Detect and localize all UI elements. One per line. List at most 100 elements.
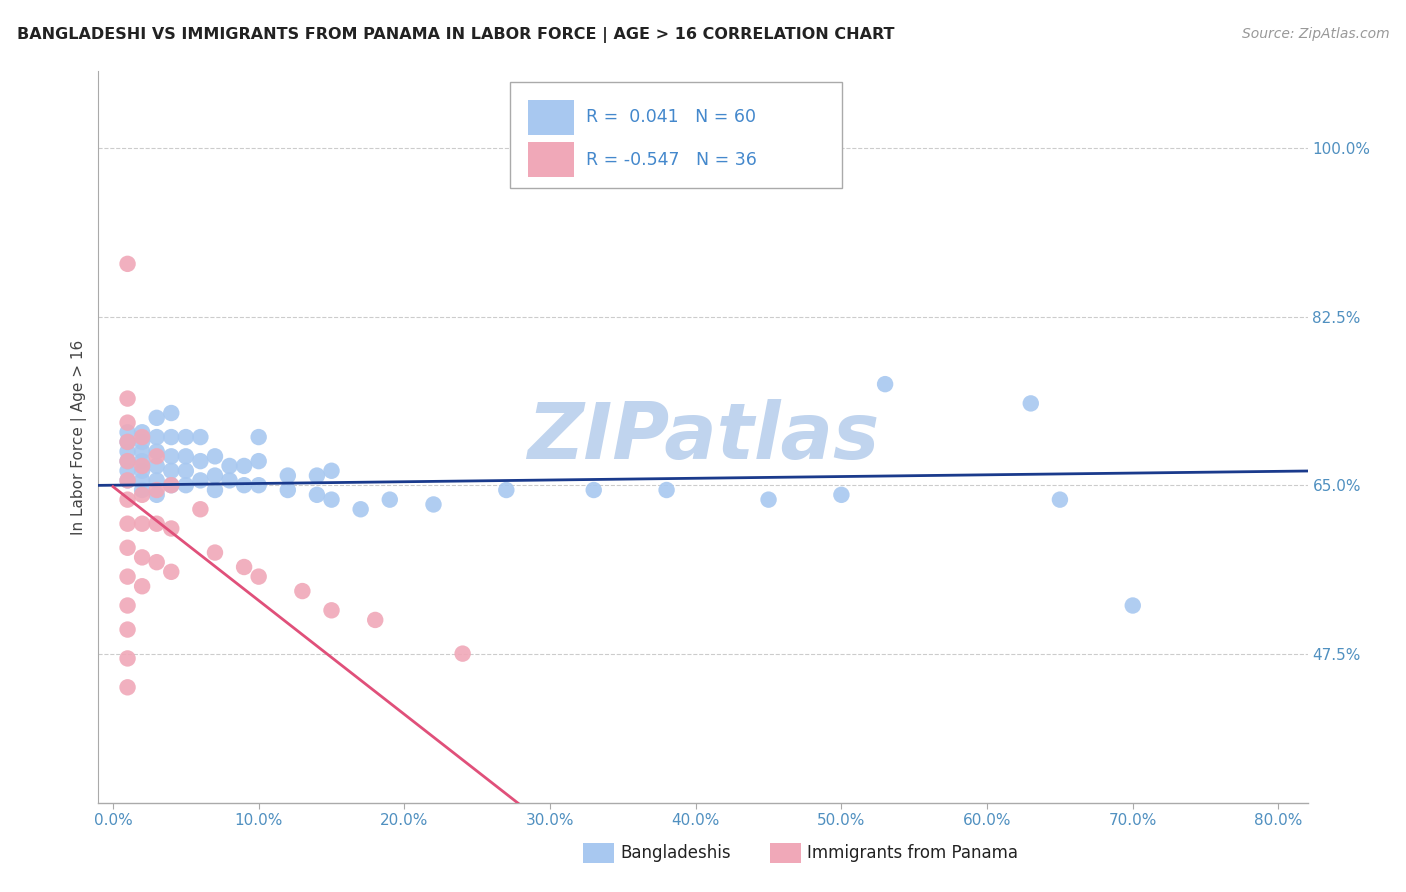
Point <box>145 444 167 458</box>
Point <box>1122 599 1144 613</box>
Point <box>117 392 139 406</box>
Point <box>131 425 153 440</box>
Point <box>233 560 256 574</box>
Point <box>190 502 212 516</box>
Text: Source: ZipAtlas.com: Source: ZipAtlas.com <box>1241 27 1389 41</box>
Point <box>117 474 139 488</box>
Point <box>218 458 240 473</box>
Text: Bangladeshis: Bangladeshis <box>620 844 731 862</box>
Point <box>117 257 139 271</box>
Point <box>117 681 139 695</box>
Point <box>582 483 605 497</box>
Point <box>160 565 183 579</box>
Text: R = -0.547   N = 36: R = -0.547 N = 36 <box>586 151 756 169</box>
Point <box>174 450 197 464</box>
Point <box>321 492 343 507</box>
Text: BANGLADESHI VS IMMIGRANTS FROM PANAMA IN LABOR FORCE | AGE > 16 CORRELATION CHAR: BANGLADESHI VS IMMIGRANTS FROM PANAMA IN… <box>17 27 894 43</box>
Point <box>875 377 897 392</box>
Point <box>190 430 212 444</box>
Point <box>117 434 139 449</box>
Point <box>117 425 139 440</box>
Point <box>117 569 139 583</box>
Point <box>160 478 183 492</box>
FancyBboxPatch shape <box>527 100 574 135</box>
Point <box>131 550 153 565</box>
Point <box>131 444 153 458</box>
Point <box>277 483 299 497</box>
Point <box>190 454 212 468</box>
Point <box>145 474 167 488</box>
Point <box>117 623 139 637</box>
Point <box>174 430 197 444</box>
Point <box>451 647 474 661</box>
Point <box>830 488 852 502</box>
Point <box>117 474 139 488</box>
Point <box>204 483 226 497</box>
Point <box>145 483 167 497</box>
Point <box>117 599 139 613</box>
Point <box>117 454 139 468</box>
Point <box>117 651 139 665</box>
Point <box>321 464 343 478</box>
Point <box>233 478 256 492</box>
Point <box>190 474 212 488</box>
Point <box>145 516 167 531</box>
Point <box>145 488 167 502</box>
Point <box>160 478 183 492</box>
Point <box>247 454 270 468</box>
Point <box>117 516 139 531</box>
FancyBboxPatch shape <box>527 143 574 178</box>
Point <box>131 579 153 593</box>
Text: ZIPatlas: ZIPatlas <box>527 399 879 475</box>
Point <box>277 468 299 483</box>
Point <box>1019 396 1042 410</box>
Point <box>131 474 153 488</box>
Point <box>495 483 517 497</box>
FancyBboxPatch shape <box>509 82 842 188</box>
Point <box>305 488 328 502</box>
Point <box>117 492 139 507</box>
Point <box>204 545 226 559</box>
Text: Immigrants from Panama: Immigrants from Panama <box>807 844 1018 862</box>
Point <box>204 450 226 464</box>
Point <box>131 488 153 502</box>
Point <box>131 454 153 468</box>
Point <box>131 516 153 531</box>
Point <box>160 464 183 478</box>
Point <box>422 498 444 512</box>
Point <box>305 468 328 483</box>
Point <box>117 444 139 458</box>
Point <box>160 406 183 420</box>
Point <box>160 521 183 535</box>
Point <box>350 502 373 516</box>
Point <box>145 458 167 473</box>
Point <box>655 483 678 497</box>
Point <box>160 450 183 464</box>
Point <box>247 430 270 444</box>
Point <box>1049 492 1071 507</box>
Point <box>247 478 270 492</box>
Point <box>131 464 153 478</box>
Point <box>291 584 314 599</box>
Point <box>131 458 153 473</box>
Point <box>247 569 270 583</box>
Y-axis label: In Labor Force | Age > 16: In Labor Force | Age > 16 <box>72 340 87 534</box>
Point <box>321 603 343 617</box>
Point <box>117 541 139 555</box>
Point <box>218 474 240 488</box>
Point <box>131 483 153 497</box>
Point <box>378 492 401 507</box>
Text: R =  0.041   N = 60: R = 0.041 N = 60 <box>586 109 755 127</box>
Point <box>145 410 167 425</box>
Point <box>117 464 139 478</box>
Point <box>145 430 167 444</box>
Point <box>174 464 197 478</box>
Point <box>174 478 197 492</box>
Point <box>145 555 167 569</box>
Point <box>145 450 167 464</box>
Point <box>160 430 183 444</box>
Point <box>117 454 139 468</box>
Point <box>131 434 153 449</box>
Point <box>204 468 226 483</box>
Point <box>233 458 256 473</box>
